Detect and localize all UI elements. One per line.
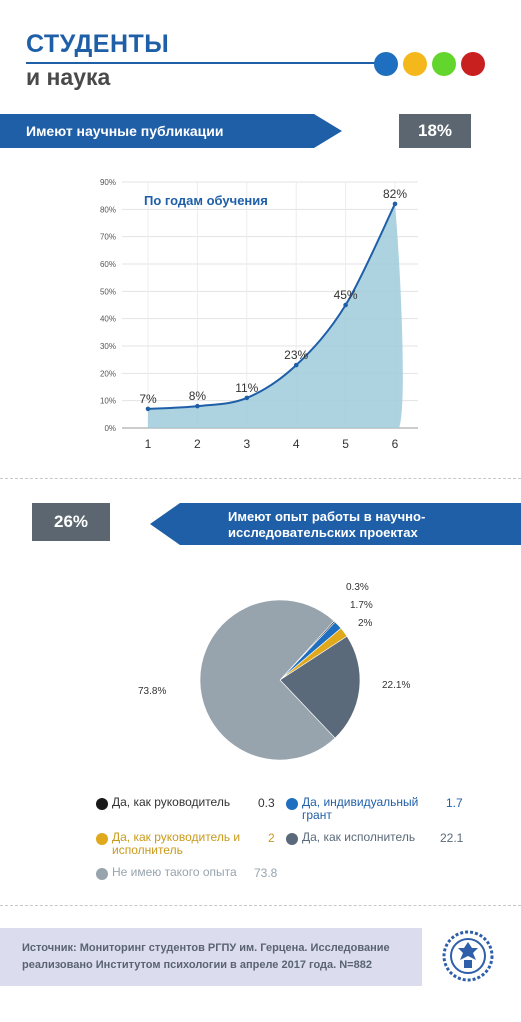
x-tick-label: 6: [392, 437, 399, 451]
x-tick-label: 5: [342, 437, 349, 451]
slice-label: 2%: [358, 618, 373, 629]
legend-swatch: [96, 833, 108, 845]
legend-label-line1: Не имею такого опыта: [112, 865, 237, 879]
section-separator: [0, 478, 521, 479]
legend-swatch: [286, 798, 298, 810]
legend-value: 1.7: [446, 796, 463, 810]
source-box: [0, 928, 422, 986]
data-label: 23%: [284, 348, 308, 362]
y-tick-label: 30%: [100, 342, 116, 351]
legend-value: 22.1: [440, 831, 464, 845]
publications-by-year-chart: 0% 10% 20% 30% 40% 50% 60% 70% 80% 90% 7% 8% 11% 23% 4…: [100, 178, 418, 451]
legend-label-line1: Да, индивидуальный: [302, 795, 419, 809]
legend-label: Да, индивидуальный грант: [302, 796, 452, 822]
source-line1: Источник: Мониторинг студентов РГПУ им. …: [22, 942, 390, 954]
slice-label: 22.1%: [382, 680, 410, 691]
legend-swatch: [96, 798, 108, 810]
y-tick-label: 70%: [100, 233, 116, 242]
banner-label-line1: Имеют опыт работы в научно-: [228, 509, 426, 524]
title-divider: [26, 62, 376, 64]
data-label: 45%: [334, 288, 358, 302]
x-tick-label: 3: [243, 437, 250, 451]
data-label: 82%: [383, 187, 407, 201]
data-point: [244, 395, 250, 401]
publications-percent-badge: 18%: [399, 114, 471, 148]
publications-banner-arrow: [0, 114, 342, 148]
data-point: [392, 201, 398, 207]
pie-slice: [279, 635, 361, 739]
legend-label: Да, как руководитель: [112, 796, 262, 809]
data-label: 7%: [139, 392, 157, 406]
pie-slice: [199, 599, 336, 761]
page-subtitle: и наука: [26, 64, 111, 90]
color-dot-green: [432, 52, 456, 76]
pie-legend: Да, как руководитель 0.3 Да, индивидуальны…: [96, 796, 476, 886]
page-title: СТУДЕНТЫ: [26, 30, 170, 58]
slice-label: 73.8%: [138, 686, 166, 697]
x-tick-label: 2: [194, 437, 201, 451]
source-text: Источник: Мониторинг студентов РГПУ им. …: [22, 940, 402, 974]
y-tick-label: 80%: [100, 205, 116, 214]
data-point: [145, 406, 151, 412]
publications-banner-label: Имеют научные публикации: [26, 123, 224, 139]
color-dot-yellow: [403, 52, 427, 76]
area-fill: [148, 203, 403, 428]
research-projects-banner-arrow: [150, 503, 521, 545]
legend-label: Да, как исполнитель: [302, 831, 452, 844]
legend-value: 73.8: [254, 866, 278, 880]
research-experience-pie-chart: 0.3% 1.7% 2% 22.1% 73.8%: [138, 582, 410, 761]
research-projects-percent-badge: 26%: [32, 503, 110, 541]
y-tick-label: 90%: [100, 178, 116, 187]
y-tick-label: 50%: [100, 287, 116, 296]
data-label: 11%: [235, 381, 258, 395]
data-point: [293, 362, 299, 368]
y-tick-label: 10%: [100, 397, 116, 406]
legend-label-line1: Да, как руководитель и: [112, 830, 241, 844]
x-tick-label: 1: [145, 437, 152, 451]
data-label: 8%: [189, 389, 207, 403]
slice-label: 0.3%: [346, 582, 369, 593]
x-tick-label: 4: [293, 437, 300, 451]
data-point: [195, 403, 200, 409]
y-tick-label: 0%: [104, 424, 116, 433]
color-dot-red: [461, 52, 485, 76]
legend-label-line1: Да, как руководитель: [112, 795, 231, 809]
legend-label: Не имею такого опыта: [112, 866, 262, 879]
y-tick-label: 40%: [100, 315, 116, 324]
university-emblem-icon: [442, 930, 494, 982]
y-tick-label: 60%: [100, 260, 116, 269]
color-dot-blue: [374, 52, 398, 76]
slice-label: 1.7%: [350, 600, 373, 611]
source-line2: реализовано Институтом психологии в апре…: [22, 959, 372, 971]
banner-label-line2: исследовательских проектах: [228, 525, 418, 540]
y-tick-label: 20%: [100, 369, 116, 378]
legend-value: 2: [268, 831, 275, 845]
legend-label: Да, как руководитель и исполнитель: [112, 831, 262, 857]
research-projects-banner-label: Имеют опыт работы в научно- исследовател…: [228, 509, 425, 541]
legend-label-line2: грант: [302, 808, 332, 822]
legend-swatch: [96, 868, 108, 880]
legend-swatch: [286, 833, 298, 845]
data-point: [343, 302, 348, 308]
legend-value: 0.3: [258, 796, 275, 810]
legend-label-line2: исполнитель: [112, 843, 183, 857]
legend-label-line1: Да, как исполнитель: [302, 830, 416, 844]
footer-separator: [0, 905, 521, 906]
chart-title: По годам обучения: [144, 193, 268, 208]
